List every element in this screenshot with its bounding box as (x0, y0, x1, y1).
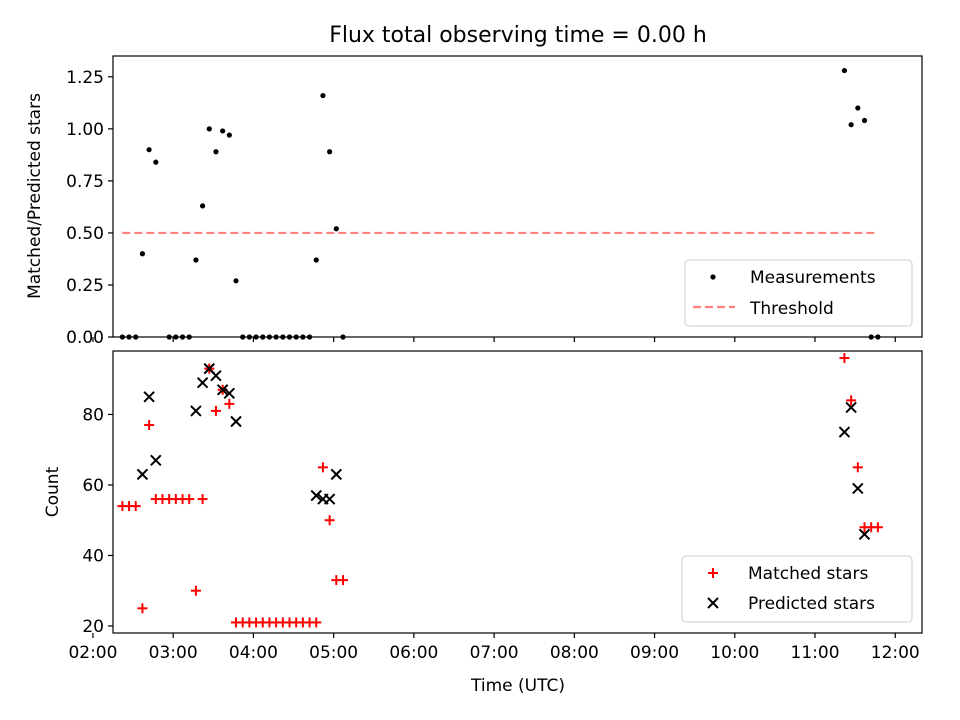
predicted-star-point (136, 468, 149, 481)
matched-star-point (311, 617, 322, 628)
matched-star-point (137, 603, 148, 614)
bottom-plot-marks (117, 353, 883, 628)
x-tick-label: 07:00 (470, 643, 519, 663)
predicted-star-point (845, 401, 857, 414)
predicted-star-point (323, 493, 336, 505)
legend-measurements-marker (710, 274, 716, 280)
matched-star-point (190, 585, 201, 596)
top-y-tick-label: 0.00 (66, 328, 104, 348)
bottom-axes-frame (112, 350, 923, 634)
bottom-xlabel: Time (UTC) (470, 676, 565, 696)
x-tick-label: 09:00 (630, 643, 679, 663)
legend-matched-label: Matched stars (748, 564, 868, 584)
predicted-star-point (330, 468, 343, 481)
measurement-point (153, 159, 159, 165)
x-tick-label: 10:00 (710, 643, 759, 663)
matched-star-point (210, 405, 221, 416)
matched-star-point (317, 462, 328, 473)
matched-star-point (324, 515, 335, 526)
bottom-y-tick-label: 60 (82, 476, 104, 496)
top-y-tick-label: 0.25 (66, 276, 104, 296)
matched-star-point (144, 420, 155, 431)
measurement-point (206, 126, 212, 132)
x-tick-label: 04:00 (229, 643, 278, 663)
bottom-y-tick-label: 40 (82, 546, 104, 566)
x-tick-label: 06:00 (389, 643, 438, 663)
legend-measurements-label: Measurements (750, 268, 876, 288)
top-y-tick-label: 0.50 (66, 224, 104, 244)
predicted-star-point (223, 387, 236, 400)
measurement-point (139, 251, 146, 257)
legend-matched-marker (708, 568, 718, 578)
measurement-point (226, 132, 232, 138)
measurement-point (220, 128, 226, 134)
top-legend-box (684, 259, 913, 327)
matched-star-point (197, 494, 208, 505)
legend-threshold-label: Threshold (749, 299, 834, 319)
legend-predicted-marker (707, 597, 719, 609)
bottom-legend: Matched stars Predicted stars (681, 555, 913, 623)
predicted-star-point (210, 369, 222, 382)
top-ylabel: Matched/Predicted stars (25, 93, 45, 299)
measurement-point (320, 92, 326, 99)
predicted-star-point (150, 454, 162, 466)
top-panel: Flux total observing time = 0.00 h Match… (25, 23, 923, 348)
matched-star-point (872, 522, 883, 533)
predicted-star-point (190, 405, 202, 417)
matched-star-point (337, 575, 348, 586)
measurement-point (861, 117, 868, 124)
bottom-y-tick-label: 20 (82, 617, 104, 637)
matched-star-point (839, 353, 850, 364)
bottom-ticks: 02:00 03:00 04:00 05:00 06:00 07:00 08:00 09:00… (68, 405, 919, 663)
measurement-point (193, 257, 199, 263)
predicted-star-point (196, 377, 209, 389)
top-title: Flux total observing time = 0.00 h (329, 23, 707, 48)
measurement-point (146, 147, 152, 153)
predicted-star-point (852, 482, 864, 495)
matched-star-point (846, 395, 857, 406)
x-tick-label: 03:00 (149, 643, 198, 663)
measurement-point (327, 149, 333, 155)
x-tick-label: 12:00 (871, 643, 920, 663)
top-ticks: 0.00 0.25 0.50 0.75 1.00 1.25 (66, 68, 896, 348)
predicted-star-point (310, 489, 322, 502)
measurement-point (855, 105, 861, 111)
predicted-star-point (858, 528, 871, 541)
measurement-point (313, 257, 319, 263)
measurement-point (199, 203, 206, 209)
predicted-star-point (216, 384, 229, 396)
measurement-point (233, 278, 239, 284)
measurement-point (848, 122, 854, 128)
x-tick-label: 08:00 (550, 643, 599, 663)
top-y-tick-label: 1.00 (66, 120, 104, 140)
predicted-star-point (143, 391, 155, 403)
bottom-panel: Count Time (UTC) 02:00 03:00 04:00 05:00 06:… (43, 350, 923, 696)
measurement-point (333, 226, 339, 232)
predicted-star-point (838, 426, 851, 438)
matched-star-point (852, 462, 863, 473)
legend-predicted-label: Predicted stars (748, 594, 875, 614)
top-axes-frame (112, 55, 923, 338)
predicted-star-point (230, 415, 242, 428)
matched-star-point (224, 398, 235, 409)
top-y-tick-label: 1.25 (66, 68, 104, 88)
bottom-y-tick-label: 80 (82, 405, 104, 425)
bottom-legend-box (681, 555, 913, 623)
matched-star-point (184, 494, 195, 505)
bottom-ylabel: Count (43, 466, 63, 517)
x-tick-label: 02:00 (68, 643, 117, 663)
top-y-tick-label: 0.75 (66, 172, 104, 192)
matched-star-point (130, 501, 141, 512)
measurement-point (213, 149, 219, 155)
x-tick-label: 05:00 (309, 643, 358, 663)
top-legend: Measurements Threshold (684, 259, 913, 327)
measurement-point (841, 67, 848, 74)
x-tick-label: 11:00 (791, 643, 840, 663)
